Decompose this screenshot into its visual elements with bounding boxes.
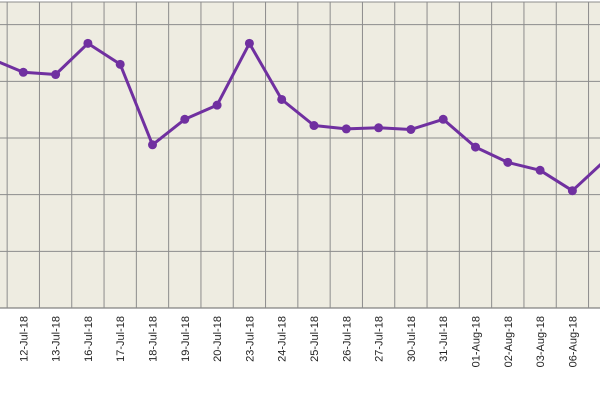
- data-point: [115, 59, 125, 69]
- data-point: [212, 100, 222, 110]
- x-tick-label: 03-Aug-18: [535, 316, 547, 367]
- x-tick-label: 30-Jul-18: [406, 316, 418, 362]
- x-tick-label: 16-Jul-18: [83, 316, 95, 362]
- data-point: [244, 38, 254, 48]
- x-axis-tick-labels: 11-Jul-1812-Jul-1813-Jul-1816-Jul-1817-J…: [18, 316, 600, 367]
- data-point: [309, 121, 319, 131]
- data-point: [341, 124, 351, 134]
- data-point: [83, 38, 93, 48]
- x-tick-label: 27-Jul-18: [374, 316, 386, 362]
- x-tick-label: 31-Jul-18: [438, 316, 450, 362]
- x-tick-label: 18-Jul-18: [148, 316, 160, 362]
- x-tick-label: 06-Aug-18: [567, 316, 579, 367]
- x-tick-label: 13-Jul-18: [51, 316, 63, 362]
- x-tick-label: 19-Jul-18: [180, 316, 192, 362]
- x-tick-label: 17-Jul-18: [115, 316, 127, 362]
- data-point: [18, 67, 28, 77]
- series-line: [0, 41, 600, 193]
- x-tick-label: 24-Jul-18: [277, 316, 289, 362]
- data-point: [471, 142, 480, 152]
- x-tick-label: 20-Jul-18: [212, 316, 224, 362]
- data-point: [51, 70, 61, 80]
- data-point: [406, 125, 416, 134]
- series-layer: [0, 38, 600, 196]
- data-point: [374, 123, 384, 133]
- data-point: [535, 165, 545, 175]
- data-point: [277, 94, 287, 104]
- x-tick-label: 26-Jul-18: [341, 316, 353, 362]
- x-tick-label: 23-Jul-18: [244, 316, 256, 362]
- data-point: [438, 114, 448, 124]
- data-point: [567, 186, 577, 196]
- data-point: [503, 157, 513, 167]
- data-point: [180, 114, 190, 124]
- data-point: [148, 140, 157, 150]
- x-tick-label: 02-Aug-18: [503, 316, 515, 367]
- plot-area: [0, 2, 600, 308]
- x-tick-label: 12-Jul-18: [18, 316, 30, 362]
- horizontal-gridlines: [0, 1, 600, 309]
- x-tick-label: 25-Jul-18: [309, 316, 321, 362]
- x-tick-label: 01-Aug-18: [471, 316, 483, 367]
